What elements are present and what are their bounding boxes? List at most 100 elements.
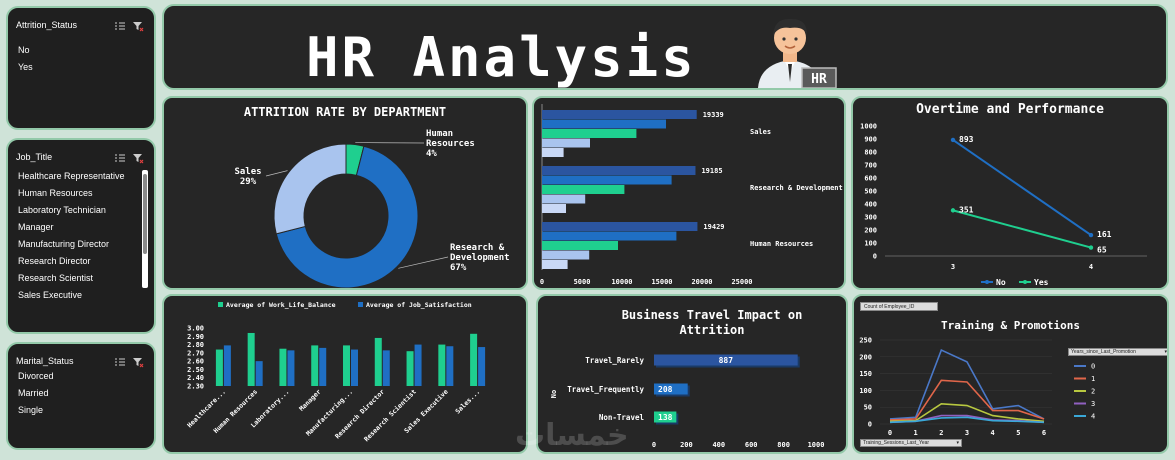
category-label: Non-Travel [599, 413, 644, 422]
bar [542, 260, 568, 269]
bar [542, 250, 590, 260]
slicer-item[interactable]: No [18, 45, 30, 55]
page-title: HR Analysis [306, 26, 697, 89]
legend-label: 4 [1091, 413, 1095, 421]
slicer-title: Job_Title [16, 152, 53, 162]
data-label: 893 [959, 135, 974, 144]
x-tick-label: 2 [939, 429, 943, 437]
clear-filter-icon[interactable] [132, 152, 144, 164]
legend-swatch-marker [1023, 280, 1027, 284]
chart-title: Overtime and Performance [916, 102, 1104, 117]
x-tick-label: 400 [712, 441, 725, 449]
clear-filter-icon[interactable] [132, 356, 144, 368]
x-tick-label: 5000 [574, 278, 591, 286]
bar [542, 185, 625, 194]
bar [279, 348, 287, 386]
legend-field-dropdown[interactable]: Years_since_Last_Promotion ▾ [1068, 348, 1167, 356]
y-tick-label: 2.60 [187, 358, 204, 366]
bar [215, 349, 223, 386]
bar [542, 175, 672, 185]
bar [478, 347, 486, 386]
chart-title: ATTRITION RATE BY DEPARTMENT [243, 105, 447, 119]
multi-select-icon[interactable] [114, 20, 126, 32]
chart-title: Business Travel Impact on Attrition [621, 308, 803, 337]
slicer-item[interactable]: Research Director [18, 256, 91, 266]
category-label: Sales [750, 128, 771, 136]
slicer-item[interactable]: Married [18, 388, 49, 398]
x-tick-label: 20000 [691, 278, 712, 286]
x-tick-label: 6 [1042, 429, 1046, 437]
bar [542, 204, 566, 213]
bar [374, 337, 382, 386]
x-tick-label: 800 [777, 441, 790, 449]
hr-badge-label: HR [811, 72, 827, 87]
y-tick-label: 700 [864, 162, 877, 170]
value-field-button[interactable]: Count of Employee_ID [860, 302, 938, 311]
job-title-slicer: Job_Title Healthcare Representative Human… [6, 138, 156, 334]
slicer-item[interactable]: Healthcare Representative [18, 171, 125, 181]
legend-swatch [358, 302, 363, 307]
y-tick-label: 800 [864, 149, 877, 157]
data-label: 161 [1097, 230, 1112, 239]
y-tick-label: 2.70 [187, 349, 204, 357]
data-label: 138 [658, 413, 673, 422]
x-tick-label: 3 [965, 429, 969, 437]
bar [343, 345, 350, 386]
slicer-item[interactable]: Single [18, 405, 44, 415]
slicer-item[interactable]: Sales Executive [18, 290, 83, 300]
data-point [950, 137, 956, 143]
clear-filter-icon[interactable] [132, 20, 144, 32]
x-tick-label: 25000 [731, 278, 752, 286]
x-tick-label: Sales... [454, 388, 482, 416]
multi-select-icon[interactable] [114, 152, 126, 164]
work-life-balance-chart: Average of Work_Life_Balance Average of J… [186, 301, 486, 443]
slicer-item[interactable]: Human Resources [18, 188, 93, 198]
axis-field-dropdown[interactable]: Training_Sessions_Last_Year ▾ [860, 439, 962, 447]
y-tick-label: 400 [864, 201, 877, 209]
data-label: 19429 [703, 223, 724, 231]
attrition-donut-chart: Human Resources 4% Research & Development 67%… [234, 129, 510, 288]
legend-label: 0 [1091, 363, 1095, 371]
watermark: خمسات [515, 418, 629, 453]
y-tick-label: 0 [868, 421, 872, 429]
slicer-item[interactable]: Research Scientist [18, 273, 94, 283]
attrition-slicer: Attrition_Status No Yes [6, 6, 156, 130]
multi-select-icon[interactable] [114, 356, 126, 368]
slicer-item[interactable]: Laboratory Technician [18, 205, 106, 215]
slicer-item[interactable]: Divorced [18, 371, 54, 381]
slicer-scrollbar[interactable] [142, 170, 148, 288]
bar [247, 332, 255, 386]
bar [255, 361, 263, 386]
x-tick-label: Manager [298, 388, 323, 413]
bar [654, 354, 798, 366]
scrollbar-thumb[interactable] [143, 174, 147, 254]
series-line [952, 209, 1092, 249]
bar [446, 346, 454, 386]
slicer-item[interactable]: Manager [18, 222, 54, 232]
y-tick-label: 500 [864, 188, 877, 196]
series-line [952, 139, 1092, 236]
data-label: 208 [658, 385, 673, 394]
x-tick-label: 10000 [611, 278, 632, 286]
business-travel-panel: Business Travel Impact on Attrition 887 T… [536, 294, 848, 454]
overtime-performance-panel: Overtime and Performance 0 100 200 300 400 50… [851, 96, 1169, 290]
slicer-item[interactable]: Yes [18, 62, 33, 72]
work-life-balance-panel: Average of Work_Life_Balance Average of J… [162, 294, 528, 454]
x-tick-label: 1000 [808, 441, 825, 449]
legend-label: 3 [1091, 400, 1095, 408]
x-tick-label: 3 [951, 263, 955, 271]
donut-slice [275, 145, 419, 288]
y-tick-label: 300 [864, 214, 877, 222]
chart-title: Training & Promotions [940, 319, 1081, 332]
y-tick-label: 0 [873, 253, 877, 261]
slicer-item[interactable]: Manufacturing Director [18, 239, 110, 249]
y-tick-label: 2.30 [187, 383, 204, 391]
training-line-chart: 0 50 100 150 200 250 0 1 2 3 4 5 6 0 1 2 3 4 [859, 337, 1095, 438]
y-tick-label: 2.50 [187, 366, 204, 374]
bar [542, 241, 618, 250]
bar [654, 383, 688, 395]
title-banner: HR Analysis HR [162, 4, 1168, 90]
bar [542, 166, 696, 175]
x-tick-label: 1 [914, 429, 918, 437]
slice-label: Human Resources 4% [426, 129, 475, 159]
